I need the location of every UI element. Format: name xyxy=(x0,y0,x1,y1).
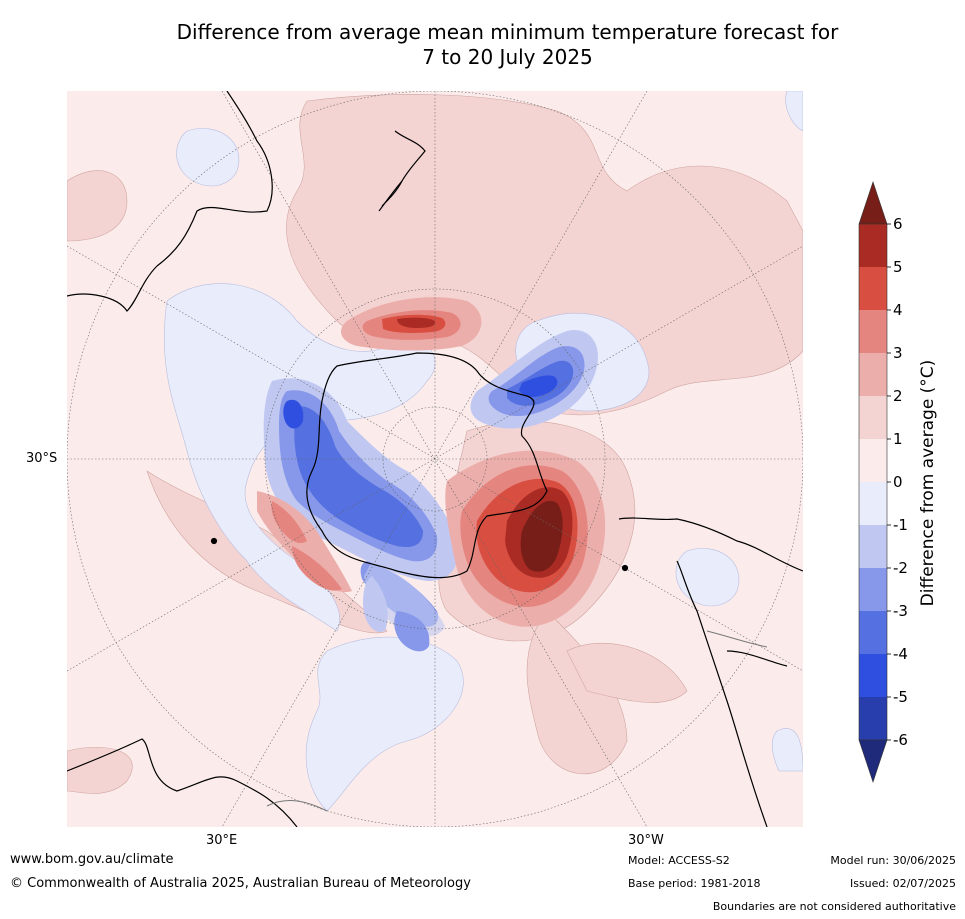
website-url: www.bom.gov.au/climate xyxy=(10,852,174,867)
model-label: Model: ACCESS-S2 xyxy=(628,854,730,867)
boundary-disclaimer: Boundaries are not considered authoritat… xyxy=(712,900,956,913)
colorbar-band xyxy=(859,439,887,482)
issued-date-label: Issued: 02/07/2025 xyxy=(849,877,956,890)
colorbar-label: Difference from average (°C) xyxy=(918,359,938,607)
country-boundaries xyxy=(266,630,768,812)
colorbar-tick-label: 4 xyxy=(893,301,903,319)
anomaly-plus-regions xyxy=(257,297,606,627)
colorbar-band xyxy=(859,525,887,568)
anomaly-minus-0-regions xyxy=(164,91,803,812)
colorbar-band xyxy=(859,654,887,697)
colorbar-svg: 6 5 4 3 2 1 0 -1 -2 -3 -4 -5 -6 xyxy=(858,181,908,783)
copyright-notice: © Commonwealth of Australia 2025, Austra… xyxy=(10,876,471,891)
base-period-label: Base period: 1981-2018 xyxy=(628,877,761,890)
colorbar-tick-label: 0 xyxy=(893,473,903,491)
title-line-1: Difference from average mean minimum tem… xyxy=(176,20,839,44)
colorbar: 6 5 4 3 2 1 0 -1 -2 -3 -4 -5 -6 xyxy=(857,180,963,785)
colorbar-tick-label: 2 xyxy=(893,387,903,405)
graticule-lines xyxy=(67,91,803,827)
colorbar-tick-label: -4 xyxy=(893,645,908,663)
latitude-label-30s: 30°S xyxy=(26,451,58,466)
colorbar-tick-label: 3 xyxy=(893,344,903,362)
colorbar-tick-label: -2 xyxy=(893,559,908,577)
title-line-2: 7 to 20 July 2025 xyxy=(422,45,593,69)
colorbar-band xyxy=(859,611,887,654)
longitude-label-30w: 30°W xyxy=(628,833,664,848)
colorbar-band xyxy=(859,310,887,353)
map-title: Difference from average mean minimum tem… xyxy=(0,20,965,70)
model-run-label: Model run: 30/06/2025 xyxy=(830,854,956,867)
colorbar-extend-min xyxy=(858,739,888,783)
colorbar-tick-label: 5 xyxy=(893,258,903,276)
colorbar-band xyxy=(859,697,887,740)
colorbar-band xyxy=(859,482,887,525)
colorbar-band xyxy=(859,396,887,439)
colorbar-tick-label: -1 xyxy=(893,516,908,534)
colorbar-extend-max xyxy=(858,181,888,225)
colorbar-tick-label: -6 xyxy=(893,731,908,749)
colorbar-band xyxy=(859,267,887,310)
colorbar-tick-label: -3 xyxy=(893,602,908,620)
map-canvas xyxy=(67,91,803,827)
colorbar-tick-label: 6 xyxy=(893,215,903,233)
longitude-label-30e: 30°E xyxy=(206,833,238,848)
colorbar-tick-label: 1 xyxy=(893,430,903,448)
colorbar-tick-label: -5 xyxy=(893,688,908,706)
coastlines xyxy=(67,91,803,827)
colorbar-band xyxy=(859,353,887,396)
temperature-anomaly-map xyxy=(67,91,803,827)
colorbar-band xyxy=(859,568,887,611)
colorbar-band xyxy=(859,224,887,267)
